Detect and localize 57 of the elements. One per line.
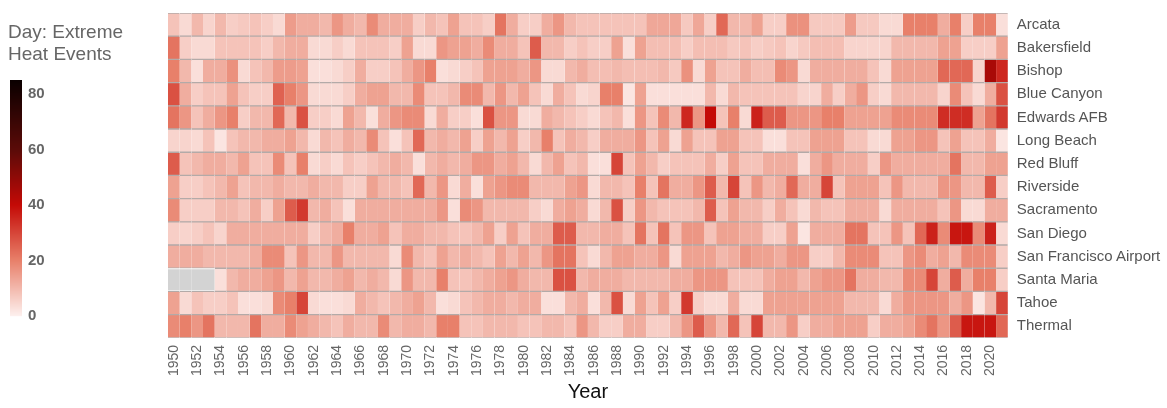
y-tick-label: Riverside xyxy=(1016,177,1080,195)
x-tick-label: 1982 xyxy=(537,344,554,377)
x-tick-label: 1992 xyxy=(654,344,671,377)
y-tick-label: Blue Canyon xyxy=(1016,84,1103,102)
x-tick-label: 2018 xyxy=(957,344,974,377)
y-tick-label: Sacramento xyxy=(1016,200,1098,218)
y-tick-label: Thermal xyxy=(1016,316,1072,334)
x-tick-label: 1954 xyxy=(211,344,228,377)
color-bar-label: 80 xyxy=(28,84,45,102)
color-bar-title: Day: Extreme Heat Events xyxy=(8,21,124,64)
x-tick-label: 1986 xyxy=(584,344,601,377)
x-tick-label: 2010 xyxy=(864,344,881,377)
x-tick-label: 2008 xyxy=(841,344,858,377)
x-tick-label: 2014 xyxy=(911,344,928,377)
x-tick-label: 1998 xyxy=(724,344,741,377)
color-bar-label: 60 xyxy=(28,139,45,157)
x-tick-label: 1966 xyxy=(351,344,368,377)
x-tick-label: 2012 xyxy=(887,344,904,377)
y-tick-label: Tahoe xyxy=(1016,293,1058,311)
x-tick-label: 1988 xyxy=(607,344,624,377)
y-tick-label: Arcata xyxy=(1016,14,1061,32)
x-tick-label: 1980 xyxy=(514,344,531,377)
y-tick-label: Long Beach xyxy=(1016,130,1097,148)
x-tick-label: 2020 xyxy=(981,344,998,377)
x-tick-label: 1950 xyxy=(164,344,181,377)
x-tick-label: 1990 xyxy=(631,344,648,377)
x-tick-label: 1962 xyxy=(304,344,321,377)
x-tick-label: 1984 xyxy=(561,344,578,377)
color-bar-label: 40 xyxy=(28,195,45,213)
x-tick-label: 1960 xyxy=(281,344,298,377)
x-tick-label: 1972 xyxy=(421,344,438,377)
y-tick-label: Edwards AFB xyxy=(1016,107,1108,125)
x-tick-label: 1970 xyxy=(397,344,414,377)
x-tick-label: 1996 xyxy=(701,344,718,377)
x-tick-label: 1956 xyxy=(234,344,251,377)
color-bar-label: 20 xyxy=(28,250,45,268)
x-tick-label: 1958 xyxy=(258,344,274,377)
x-tick-label: 2002 xyxy=(771,344,788,377)
x-tick-label: 1968 xyxy=(374,344,391,377)
x-tick-label: 1974 xyxy=(444,344,461,377)
y-tick-label: Red Bluff xyxy=(1016,153,1080,171)
y-tick-label: San Francisco Airport xyxy=(1016,246,1161,264)
color-bar-label: 0 xyxy=(28,306,37,324)
y-tick-label: San Diego xyxy=(1016,223,1087,241)
x-tick-label: 2004 xyxy=(794,344,811,377)
x-tick-label: 1976 xyxy=(467,344,484,377)
x-tick-label: 1964 xyxy=(327,344,344,377)
y-tick-label: Santa Maria xyxy=(1016,269,1099,287)
x-tick-label: 2006 xyxy=(817,344,834,377)
x-tick-label: 1994 xyxy=(677,344,694,377)
x-tick-label: 1978 xyxy=(491,344,508,377)
x-tick-label: 2016 xyxy=(934,344,951,377)
x-axis-title: Year xyxy=(567,379,609,402)
x-tick-label: 2000 xyxy=(747,344,764,377)
y-tick-label: Bakersfield xyxy=(1016,37,1091,55)
y-tick-label: Bishop xyxy=(1016,61,1063,79)
x-tick-label: 1952 xyxy=(188,344,205,377)
